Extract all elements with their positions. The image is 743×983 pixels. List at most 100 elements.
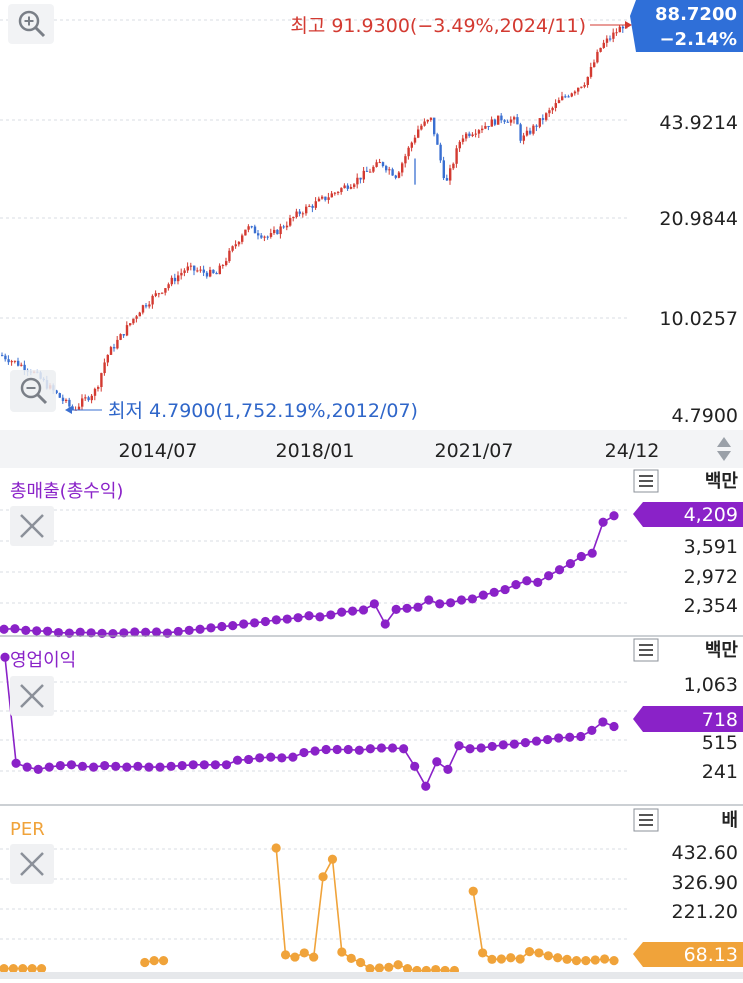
revenue-point [119,628,129,638]
revenue-y-tick: 2,972 [684,566,738,588]
price-y-tick: 4.7900 [672,405,738,427]
price-candle [71,404,74,410]
revenue-point [0,624,9,634]
price-candle [253,224,257,234]
date-tick: 2014/07 [119,440,198,462]
op-point [443,764,453,774]
per-close-button[interactable] [10,844,54,884]
op-point [421,781,431,791]
price-candle [273,226,276,235]
revenue-point [347,606,358,616]
price-candle [529,127,532,136]
per-point [581,956,591,966]
price-candle [132,318,135,325]
price-y-axis: 43.9214 20.9844 10.0257 4.7900 [659,112,738,427]
price-candle [423,118,426,127]
op-point [122,762,132,772]
op-point [299,747,309,758]
price-candle [279,223,282,239]
price-candle [100,372,103,392]
revenue-point [271,615,281,625]
op-point [155,762,165,772]
price-candle [129,322,132,327]
per-point [600,954,610,964]
revenue-point [42,626,53,636]
price-candle [269,228,273,239]
revenue-point [162,628,172,638]
op-point [188,760,198,770]
close-icon [20,852,44,876]
price-candle [122,334,125,338]
revenue-point [21,625,31,635]
price-candle [289,214,292,227]
revenue-close-button[interactable] [10,506,54,546]
price-candle [77,403,81,410]
op-point [177,760,187,771]
price-candle [525,126,529,137]
price-candle [477,129,481,139]
op-point [22,762,32,772]
price-candle [487,125,490,131]
price-candle [381,161,385,168]
op-unit: 백만 [705,640,739,661]
revenue-point [326,610,336,620]
op-point [266,752,276,762]
price-candle [346,183,349,191]
price-candle [458,140,461,152]
price-candle [199,266,202,273]
price-candle [353,182,356,189]
op-point [565,732,575,742]
price-candle [55,389,58,395]
price-candle [420,123,423,131]
price-candle [519,122,522,144]
up-down-arrows-icon[interactable] [717,437,731,461]
op-point [55,760,65,771]
price-candle [189,262,193,271]
op-point [288,752,298,762]
per-menu-button[interactable] [633,808,659,832]
price-candle [61,394,65,405]
price-candle [205,271,209,279]
revenue-point [489,587,499,597]
price-candle [621,25,625,33]
price-candle [583,82,586,89]
per-point [543,951,553,961]
op-point [144,762,154,772]
per-point [318,872,328,882]
operating-profit-panel[interactable] [0,652,630,791]
price-candle [551,106,554,114]
price-panel[interactable]: 최고 91.9300(−3.49%,2024/11) 최저 4.7900(1,7… [0,0,743,427]
price-candle [151,294,154,309]
per-panel[interactable] [0,843,630,976]
zoom-in-button[interactable] [8,4,54,44]
revenue-point [32,626,42,636]
op-point [111,761,121,771]
price-candle [340,187,343,195]
revenue-point [260,616,271,627]
price-candle [65,398,68,404]
close-icon [20,684,44,708]
op-close-button[interactable] [10,676,54,716]
revenue-y-tick: 3,591 [684,536,738,558]
op-point [255,753,265,763]
price-candle [516,113,519,125]
zoom-out-button[interactable] [10,370,56,412]
op-y-tick: 1,063 [684,674,738,696]
price-candle [465,132,468,142]
price-grid [0,19,630,319]
revenue-panel[interactable] [0,509,630,639]
per-unit: 배 [721,810,738,831]
op-point [221,760,232,770]
close-icon [20,514,44,538]
price-candle [161,292,164,295]
date-axis[interactable]: 2014/07 2018/01 2021/07 24/12 [0,430,743,468]
price-candle [385,164,388,173]
price-candle [17,357,20,367]
op-menu-button[interactable] [633,638,659,662]
op-point [66,760,77,770]
revenue-point [206,623,216,633]
revenue-point [195,624,205,634]
menu-icon [639,644,653,656]
per-point [365,964,375,974]
revenue-menu-button[interactable] [633,469,659,493]
